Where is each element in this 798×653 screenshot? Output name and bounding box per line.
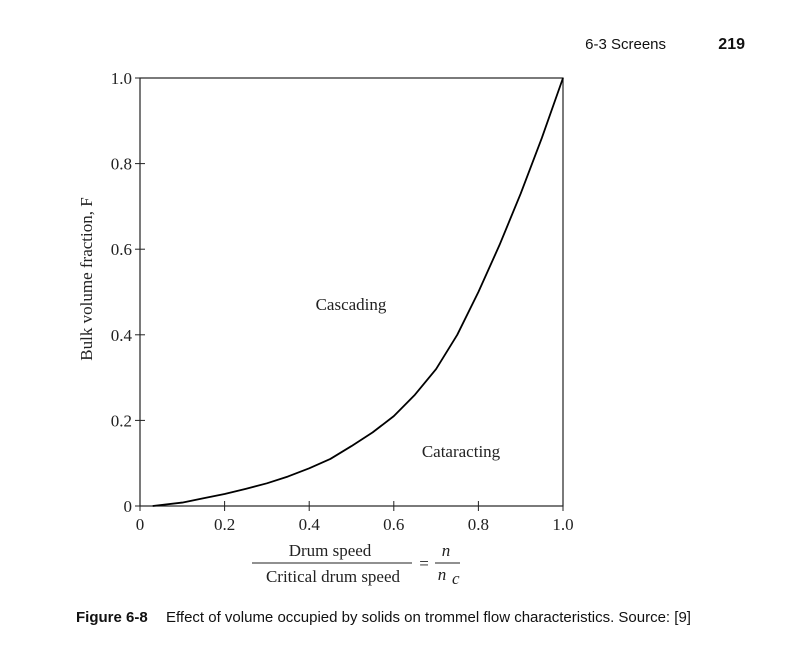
caption-text: Effect of volume occupied by solids on t… bbox=[166, 609, 691, 626]
x-tick-label: 1.0 bbox=[552, 515, 573, 534]
y-tick-label: 0.2 bbox=[111, 411, 132, 430]
caption-label: Figure 6-8 bbox=[76, 609, 148, 626]
y-tick-label: 0.6 bbox=[111, 240, 132, 259]
x-tick-label: 0 bbox=[136, 515, 145, 534]
y-tick-label: 1.0 bbox=[111, 69, 132, 88]
x-tick-label: 0.6 bbox=[383, 515, 404, 534]
y-tick-label: 0.4 bbox=[111, 326, 133, 345]
y-axis-label: Bulk volume fraction, F bbox=[77, 197, 96, 360]
y-tick-label: 0 bbox=[124, 497, 133, 516]
x-tick-label: 0.4 bbox=[299, 515, 321, 534]
x-tick-label: 0.2 bbox=[214, 515, 235, 534]
plot-frame bbox=[139, 77, 564, 507]
x-label-denominator: Critical drum speed bbox=[266, 567, 401, 586]
region-label: Cascading bbox=[316, 295, 387, 314]
x-tick-label: 0.8 bbox=[468, 515, 489, 534]
curve bbox=[152, 77, 564, 507]
x-label-numerator: Drum speed bbox=[289, 541, 372, 560]
x-label-equals: = bbox=[419, 554, 429, 573]
x-label-ratio-denominator: n bbox=[438, 565, 447, 584]
x-label-ratio-numerator: n bbox=[442, 541, 451, 560]
y-tick-label: 0.8 bbox=[111, 155, 132, 174]
x-label-subscript: c bbox=[452, 569, 460, 588]
page-number: 219 bbox=[718, 36, 745, 53]
region-label: Cataracting bbox=[422, 442, 501, 461]
header-section: 6-3 Screens bbox=[585, 36, 666, 53]
